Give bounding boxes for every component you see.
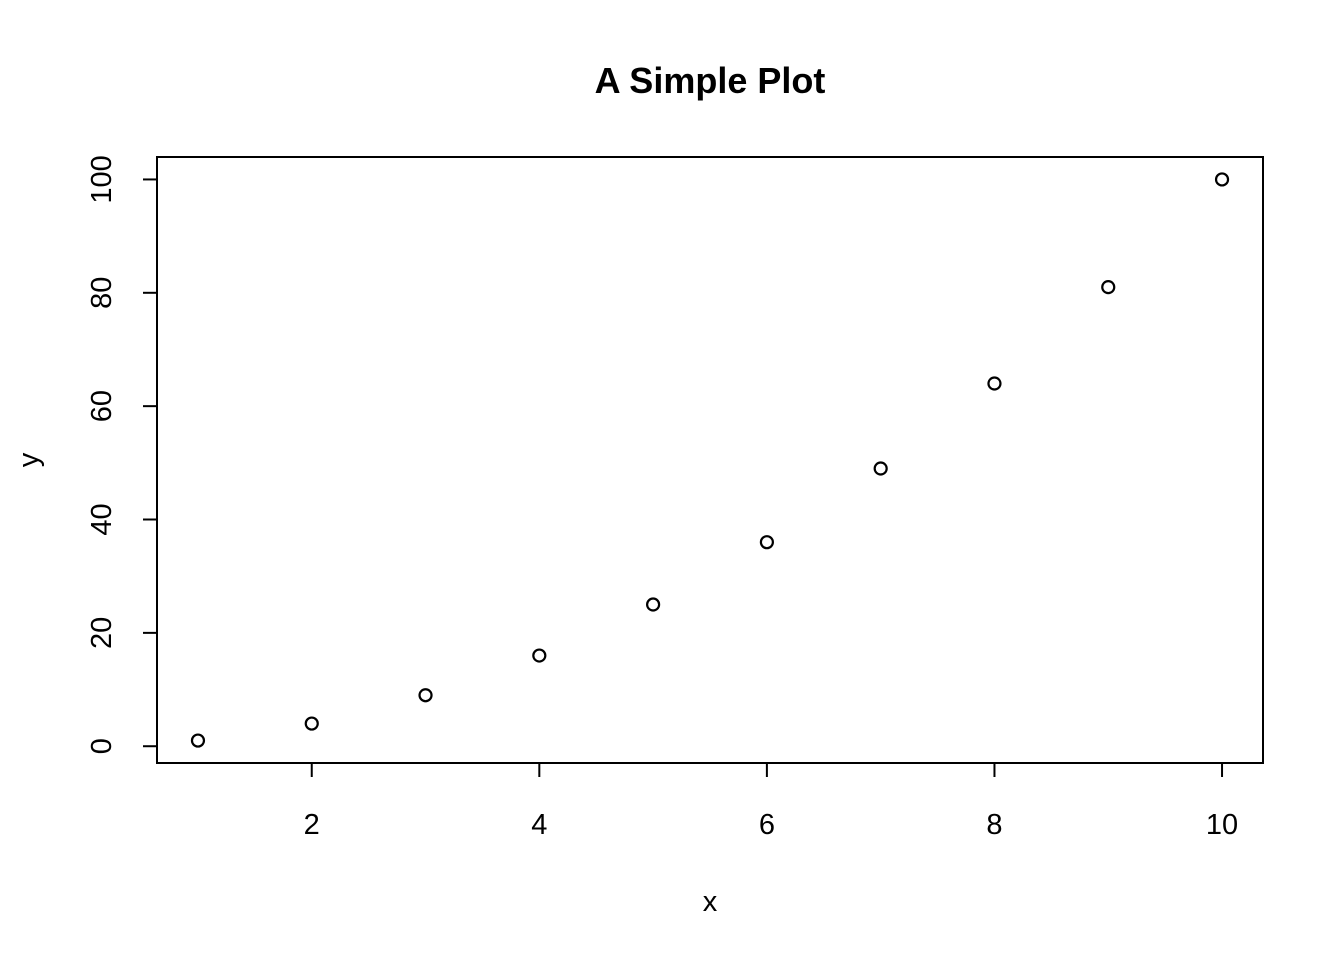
x-tick-label: 4 — [531, 809, 547, 841]
y-tick-label: 60 — [86, 390, 118, 422]
data-point — [304, 716, 319, 731]
x-axis: 2 4 6 8 10 — [304, 762, 1238, 841]
x-tick-label: 8 — [986, 809, 1002, 841]
y-tick-label: 40 — [86, 503, 118, 535]
y-axis: 0 20 40 60 80 100 — [86, 155, 158, 754]
y-tick-label: 0 — [86, 738, 118, 754]
data-point — [987, 376, 1002, 391]
y-tick-label: 20 — [86, 617, 118, 649]
plot-frame — [156, 156, 1264, 764]
x-tick-label: 6 — [759, 809, 775, 841]
y-axis-label: y — [13, 452, 45, 467]
data-point — [1101, 280, 1116, 295]
x-tick-label: 10 — [1206, 809, 1238, 841]
data-point — [759, 535, 774, 550]
x-axis-label: x — [703, 886, 718, 918]
data-point — [873, 461, 888, 476]
data-point — [190, 733, 206, 748]
x-tick-label: 2 — [304, 809, 320, 841]
chart-title: A Simple Plot — [595, 60, 826, 101]
y-tick-label: 100 — [86, 155, 118, 203]
y-tick-label: 80 — [86, 277, 118, 309]
data-point — [418, 688, 433, 703]
data-point — [532, 648, 547, 663]
data-point — [1214, 172, 1230, 187]
data-point — [646, 597, 661, 612]
data-points — [190, 172, 1230, 748]
